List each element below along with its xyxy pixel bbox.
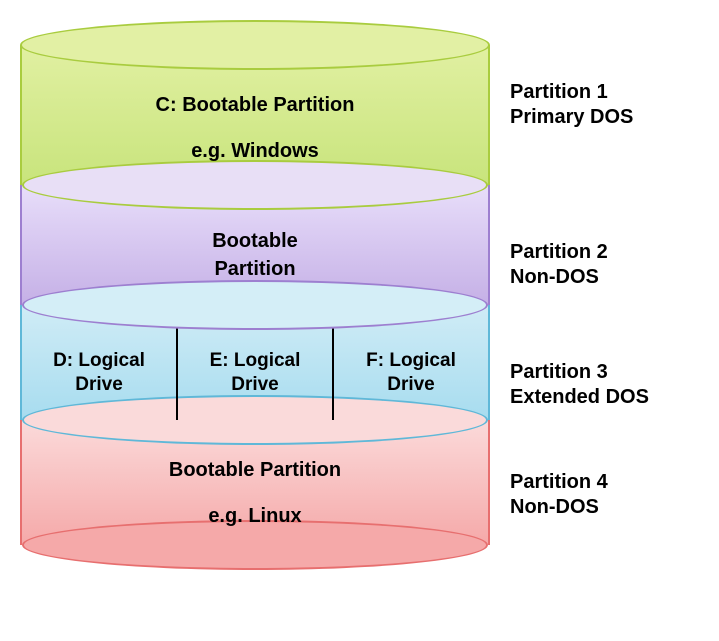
cylinder-stack: C: Bootable Partition e.g. Windows Bootabl… bbox=[20, 20, 490, 545]
partition-label-line2: Non-DOS bbox=[510, 495, 649, 520]
logical-drive: F: LogicalDrive bbox=[332, 325, 488, 420]
partition-text: BootablePartition bbox=[212, 227, 298, 283]
partition-labels: Partition 1Primary DOSPartition 2Non-DOS… bbox=[510, 20, 649, 580]
cylinder-top-lid bbox=[20, 20, 490, 70]
partition-text: Bootable Partition e.g. Linux bbox=[169, 456, 341, 530]
partition-label-line2: Non-DOS bbox=[510, 265, 649, 290]
partition-label-line2: Primary DOS bbox=[510, 105, 649, 130]
partition-text: C: Bootable Partition e.g. Windows bbox=[156, 91, 355, 165]
partition-title: Bootable Partition bbox=[169, 456, 341, 484]
partition-label: Partition 4Non-DOS bbox=[510, 455, 649, 580]
logical-drive-line1: D: Logical bbox=[53, 349, 145, 373]
logical-drive: E: LogicalDrive bbox=[176, 325, 332, 420]
logical-drive-line1: E: Logical bbox=[210, 349, 301, 373]
partition-label: Partition 3Extended DOS bbox=[510, 340, 649, 455]
partition-subtitle: e.g. Linux bbox=[169, 502, 341, 530]
disk-partition-diagram: C: Bootable Partition e.g. Windows Bootabl… bbox=[20, 20, 699, 580]
partition-label-line1: Partition 4 bbox=[510, 470, 649, 495]
partition-title: Bootable bbox=[212, 227, 298, 255]
logical-drive-line2: Drive bbox=[366, 373, 456, 397]
logical-drive-line2: Drive bbox=[53, 373, 145, 397]
logical-drives-row: D: LogicalDriveE: LogicalDriveF: Logical… bbox=[22, 325, 488, 420]
logical-drive-line2: Drive bbox=[210, 373, 301, 397]
partition-label-line2: Extended DOS bbox=[510, 385, 649, 410]
partition-subtitle: Partition bbox=[212, 255, 298, 283]
logical-drive-line1: F: Logical bbox=[366, 349, 456, 373]
partition-label: Partition 1Primary DOS bbox=[510, 80, 649, 220]
partition-title: C: Bootable Partition bbox=[156, 91, 355, 119]
partition-bottom-arc bbox=[22, 280, 488, 330]
partition-label: Partition 2Non-DOS bbox=[510, 220, 649, 340]
logical-drive: D: LogicalDrive bbox=[22, 325, 176, 420]
partition-subtitle: e.g. Windows bbox=[156, 137, 355, 165]
partition-label-line1: Partition 3 bbox=[510, 360, 649, 385]
partition-label-line1: Partition 1 bbox=[510, 80, 649, 105]
partition-label-line1: Partition 2 bbox=[510, 240, 649, 265]
partition-bottom-arc bbox=[22, 160, 488, 210]
